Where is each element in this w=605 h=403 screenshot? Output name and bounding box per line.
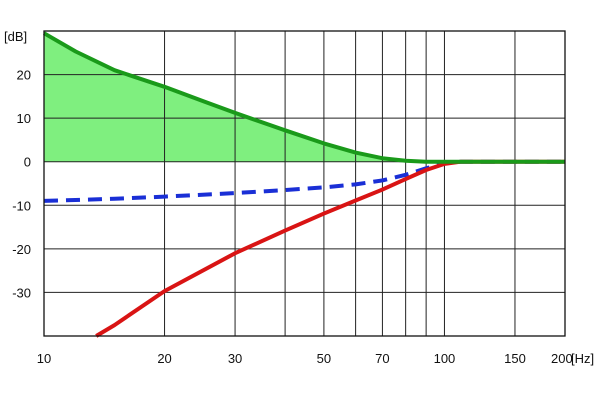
y-tick-labels: 20 10 0 -10 -20 -30	[12, 68, 31, 301]
fill-layer	[44, 33, 565, 162]
x-tick-label: 100	[434, 351, 456, 366]
y-unit-label: [dB]	[4, 29, 27, 44]
y-tick-label: 20	[17, 68, 31, 83]
x-unit-label: [Hz]	[571, 351, 594, 366]
x-tick-label: 50	[317, 351, 331, 366]
y-tick-label: -20	[12, 242, 31, 257]
series-fill-area	[44, 33, 565, 162]
series-layer	[43, 31, 565, 338]
y-tick-label: -10	[12, 198, 31, 213]
x-tick-labels: 10 20 30 50 70 100 150 200	[37, 351, 573, 366]
x-tick-label: 20	[157, 351, 171, 366]
y-tick-label: 0	[24, 155, 31, 170]
series-line	[43, 31, 565, 164]
x-tick-label: 150	[504, 351, 526, 366]
y-tick-label: 10	[17, 111, 31, 126]
plot-frame	[43, 30, 566, 337]
x-tick-label: 30	[228, 351, 242, 366]
x-tick-label: 10	[37, 351, 51, 366]
y-tick-label: -30	[12, 285, 31, 300]
x-tick-label: 200	[551, 351, 573, 366]
x-tick-label: 70	[375, 351, 389, 366]
series-line	[43, 159, 565, 203]
